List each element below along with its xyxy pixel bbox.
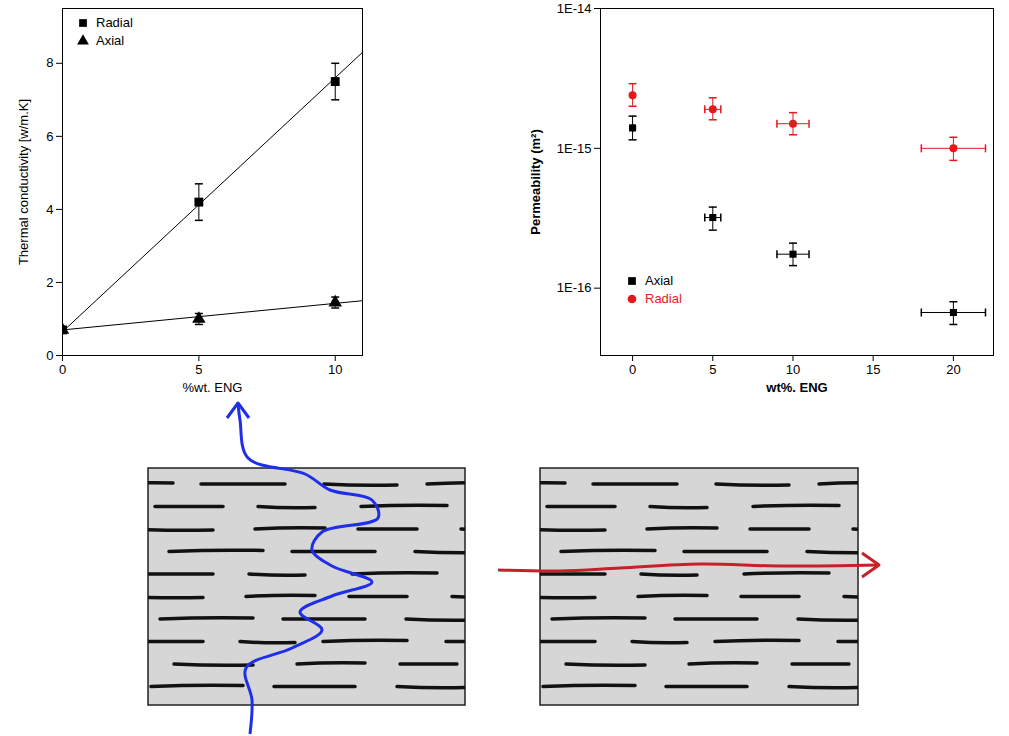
svg-text:Permeability (m²): Permeability (m²) — [528, 129, 543, 234]
svg-text:20: 20 — [946, 362, 960, 377]
svg-text:6: 6 — [46, 129, 53, 144]
svg-text:4: 4 — [46, 202, 53, 217]
html-text:Axial: Axial — [645, 273, 674, 288]
html-text:Axial: Axial — [96, 33, 125, 48]
svg-text:1E-14: 1E-14 — [557, 1, 592, 16]
svg-text:5: 5 — [195, 362, 202, 377]
svg-text:0: 0 — [59, 362, 66, 377]
svg-text:2: 2 — [46, 275, 53, 290]
svg-text:10: 10 — [328, 362, 342, 377]
svg-text:10: 10 — [786, 362, 800, 377]
html-text:Radial: Radial — [645, 291, 682, 306]
svg-text:1E-15: 1E-15 — [557, 140, 592, 155]
svg-text:1E-16: 1E-16 — [557, 280, 592, 295]
svg-text:5: 5 — [709, 362, 716, 377]
svg-text:wt%. ENG: wt%. ENG — [765, 380, 827, 395]
svg-text:0: 0 — [629, 362, 636, 377]
svg-text:Thermal conductivity [w/m.K]: Thermal conductivity [w/m.K] — [16, 99, 31, 265]
svg-text:%wt. ENG: %wt. ENG — [183, 380, 243, 395]
svg-text:0: 0 — [46, 348, 53, 363]
html-text:Radial: Radial — [96, 15, 133, 30]
svg-text:8: 8 — [46, 55, 53, 70]
svg-text:15: 15 — [866, 362, 880, 377]
